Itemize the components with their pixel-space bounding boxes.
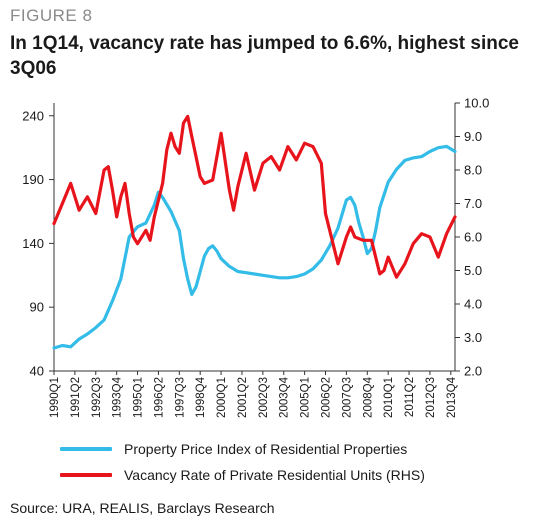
- x-tick-label: 1997Q3: [174, 377, 186, 418]
- y-left-tick-label: 240: [22, 108, 44, 123]
- y-right-tick-label: 4.0: [464, 297, 482, 312]
- x-tick-label: 1991Q2: [70, 377, 82, 418]
- chart-title: In 1Q14, vacancy rate has jumped to 6.6%…: [10, 33, 519, 79]
- x-tick-label: 1996Q2: [153, 377, 165, 418]
- y-right-tick-label: 7.0: [464, 196, 482, 211]
- x-tick-label: 2007Q3: [341, 377, 353, 418]
- y-left-tick-label: 40: [30, 364, 44, 379]
- x-tick-label: 1992Q3: [91, 377, 103, 418]
- y-left-tick-label: 140: [22, 236, 44, 251]
- y-right-tick-label: 3.0: [464, 330, 482, 345]
- legend-item-vacancy-rate: Vacancy Rate of Private Residential Unit…: [60, 467, 425, 483]
- legend-label-vacancy-rate: Vacancy Rate of Private Residential Unit…: [124, 467, 425, 483]
- x-tick-label: 2002Q3: [258, 377, 270, 418]
- y-right-tick-label: 2.0: [464, 364, 482, 379]
- x-tick-label: 2006Q2: [321, 377, 333, 418]
- y-left-tick-label: 190: [22, 172, 44, 187]
- source-note: Source: URA, REALIS, Barclays Research: [10, 500, 275, 516]
- legend-swatch-vacancy-rate: [60, 473, 112, 477]
- x-tick-label: 2008Q4: [362, 376, 374, 418]
- x-tick-label: 2012Q3: [425, 377, 437, 418]
- legend-swatch-price-index: [60, 447, 112, 451]
- y-right-tick-label: 8.0: [464, 163, 482, 178]
- legend-label-price-index: Property Price Index of Residential Prop…: [124, 441, 408, 457]
- x-tick-label: 2013Q4: [446, 376, 458, 418]
- x-tick-label: 2001Q2: [237, 377, 249, 418]
- series-line-vacancy-rate: [52, 114, 457, 279]
- y-right-tick-label: 5.0: [464, 263, 482, 278]
- x-tick-label: 2000Q1: [216, 377, 228, 418]
- y-right-tick-label: 10.0: [464, 96, 489, 111]
- x-tick-label: 2005Q1: [300, 377, 312, 418]
- y-left-tick-label: 90: [30, 300, 44, 315]
- y-right-tick-label: 6.0: [464, 230, 482, 245]
- x-tick-label: 1998Q4: [195, 376, 207, 418]
- x-tick-label: 1990Q1: [49, 377, 61, 418]
- x-tick-label: 2003Q4: [279, 376, 291, 418]
- series-line-price-index: [52, 144, 457, 350]
- x-tick-label: 2011Q2: [404, 377, 416, 417]
- legend-item-price-index: Property Price Index of Residential Prop…: [60, 441, 407, 457]
- x-tick-label: 2010Q1: [383, 377, 395, 418]
- y-right-tick-label: 9.0: [464, 129, 482, 144]
- figure-label: FIGURE 8: [10, 6, 93, 25]
- x-tick-label: 1995Q1: [133, 377, 145, 418]
- chart-plot: 40 90 140 190 240 2.0 3.0 4.0 5.0 6.0 7.0 8.0 9.0 10.…: [22, 96, 489, 418]
- x-tick-label: 1993Q4: [112, 376, 124, 418]
